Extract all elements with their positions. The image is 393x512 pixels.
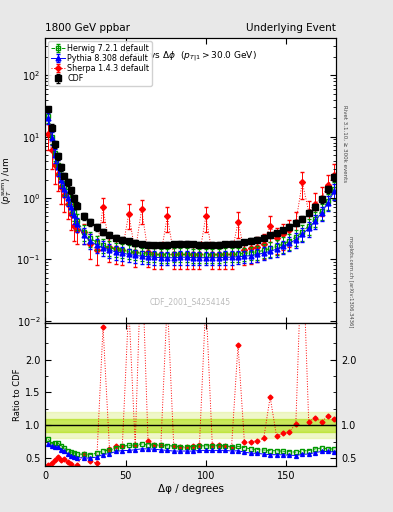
Text: CDF_2001_S4254145: CDF_2001_S4254145 (150, 297, 231, 306)
Y-axis label: $\langle p_T^{\rm sum}\rangle$ /um: $\langle p_T^{\rm sum}\rangle$ /um (0, 157, 14, 205)
Legend: Herwig 7.2.1 default, Pythia 8.308 default, Sherpa 1.4.3 default, CDF: Herwig 7.2.1 default, Pythia 8.308 defau… (48, 41, 152, 86)
Text: $\Sigma(p_T)$ vs $\Delta\phi$  ($p_{T|1} > 30.0$ GeV): $\Sigma(p_T)$ vs $\Delta\phi$ ($p_{T|1} … (124, 50, 257, 64)
Y-axis label: Ratio to CDF: Ratio to CDF (13, 369, 22, 421)
Bar (45, 419, 336, 432)
Text: mcplots.cern.ch [arXiv:1306.3436]: mcplots.cern.ch [arXiv:1306.3436] (348, 236, 353, 327)
Text: Underlying Event: Underlying Event (246, 23, 336, 33)
X-axis label: Δφ / degrees: Δφ / degrees (158, 483, 224, 494)
Bar (45, 412, 336, 438)
Text: Rivet 3.1.10, ≥ 300k events: Rivet 3.1.10, ≥ 300k events (343, 105, 348, 182)
Text: 1800 GeV ppbar: 1800 GeV ppbar (45, 23, 130, 33)
